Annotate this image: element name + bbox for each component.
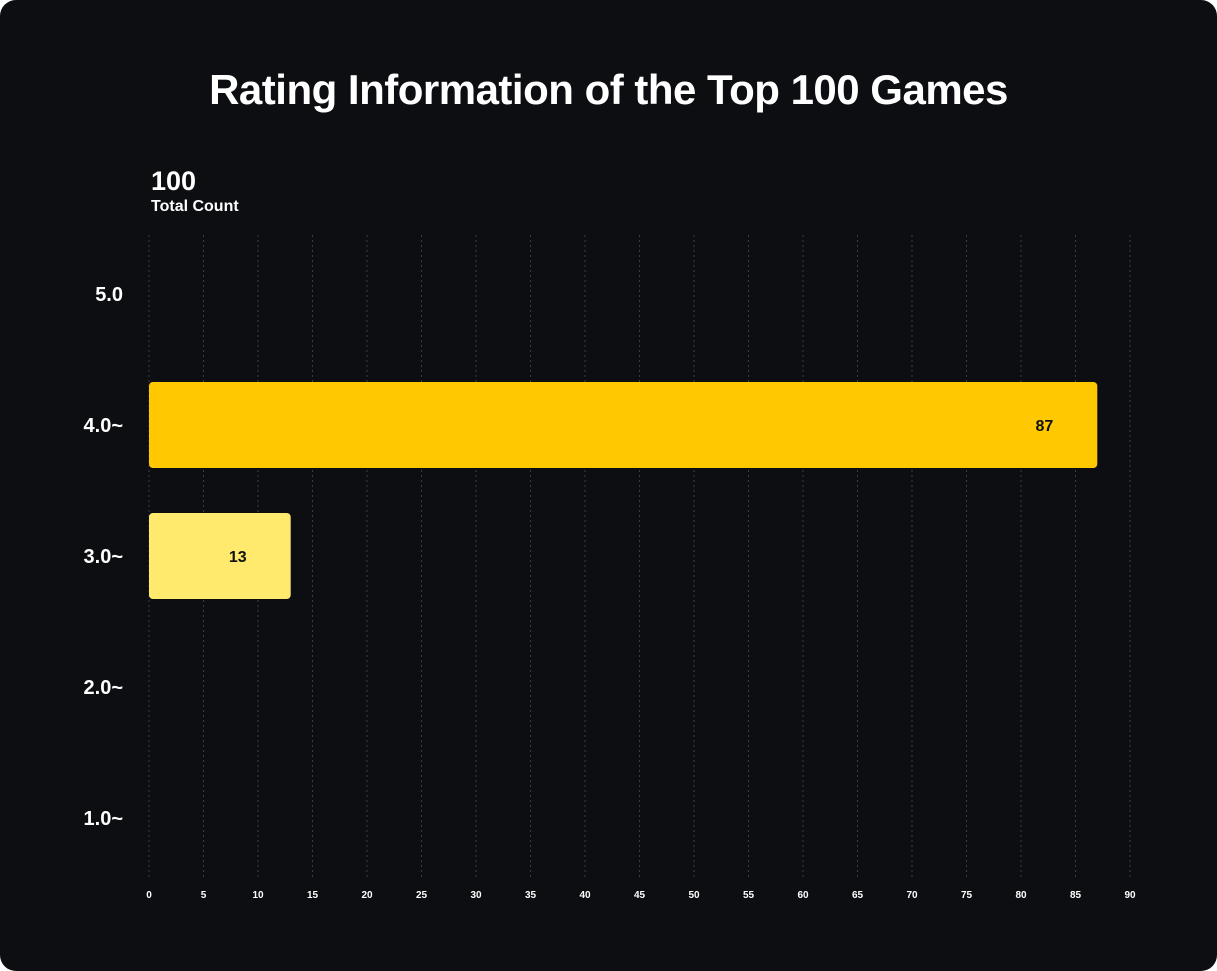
x-tick-label: 15 bbox=[307, 890, 319, 901]
bar-value-label: 87 bbox=[1036, 418, 1054, 435]
category-label: 4.0~ bbox=[84, 415, 123, 437]
x-tick-label: 25 bbox=[416, 890, 428, 901]
x-tick-label: 10 bbox=[252, 890, 264, 901]
category-label: 1.0~ bbox=[84, 808, 123, 830]
x-tick-label: 75 bbox=[961, 890, 973, 901]
x-tick-label: 40 bbox=[579, 890, 591, 901]
chart-title: Rating Information of the Top 100 Games bbox=[209, 66, 1008, 113]
category-label: 2.0~ bbox=[84, 677, 123, 699]
bar-value-label: 13 bbox=[229, 549, 247, 566]
x-tick-label: 5 bbox=[201, 890, 207, 901]
x-tick-label: 70 bbox=[906, 890, 918, 901]
x-tick-label: 80 bbox=[1015, 890, 1027, 901]
x-tick-label: 0 bbox=[146, 890, 152, 901]
x-tick-label: 65 bbox=[852, 890, 864, 901]
x-tick-label: 30 bbox=[470, 890, 482, 901]
x-tick-label: 85 bbox=[1070, 890, 1082, 901]
x-tick-label: 50 bbox=[688, 890, 700, 901]
x-tick-label: 60 bbox=[797, 890, 809, 901]
x-tick-label: 20 bbox=[361, 890, 373, 901]
total-count-value: 100 bbox=[151, 166, 197, 196]
total-count-label: Total Count bbox=[151, 198, 239, 215]
x-tick-label: 55 bbox=[743, 890, 755, 901]
x-tick-label: 45 bbox=[634, 890, 646, 901]
category-label: 5.0 bbox=[95, 284, 123, 306]
bar bbox=[149, 382, 1098, 468]
x-tick-label: 35 bbox=[525, 890, 537, 901]
x-tick-label: 90 bbox=[1124, 890, 1136, 901]
category-label: 3.0~ bbox=[84, 546, 123, 568]
bar bbox=[149, 513, 291, 599]
